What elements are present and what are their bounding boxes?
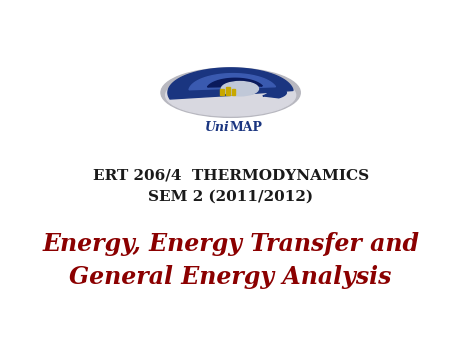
Text: Uni: Uni [205, 121, 230, 134]
Ellipse shape [221, 81, 258, 96]
Text: MAP: MAP [230, 121, 263, 134]
Ellipse shape [166, 74, 296, 116]
Bar [220, 90, 224, 95]
Polygon shape [263, 88, 286, 98]
Bar [232, 89, 235, 95]
Text: SEM 2 (2011/2012): SEM 2 (2011/2012) [148, 190, 313, 204]
Text: ERT 206/4  THERMODYNAMICS: ERT 206/4 THERMODYNAMICS [93, 169, 369, 183]
Polygon shape [168, 68, 293, 99]
Bar [226, 87, 230, 95]
Ellipse shape [161, 68, 300, 117]
Polygon shape [207, 78, 262, 87]
Text: General Energy Analysis: General Energy Analysis [69, 265, 392, 289]
Text: Energy, Energy Transfer and: Energy, Energy Transfer and [42, 232, 419, 256]
Polygon shape [189, 74, 275, 90]
